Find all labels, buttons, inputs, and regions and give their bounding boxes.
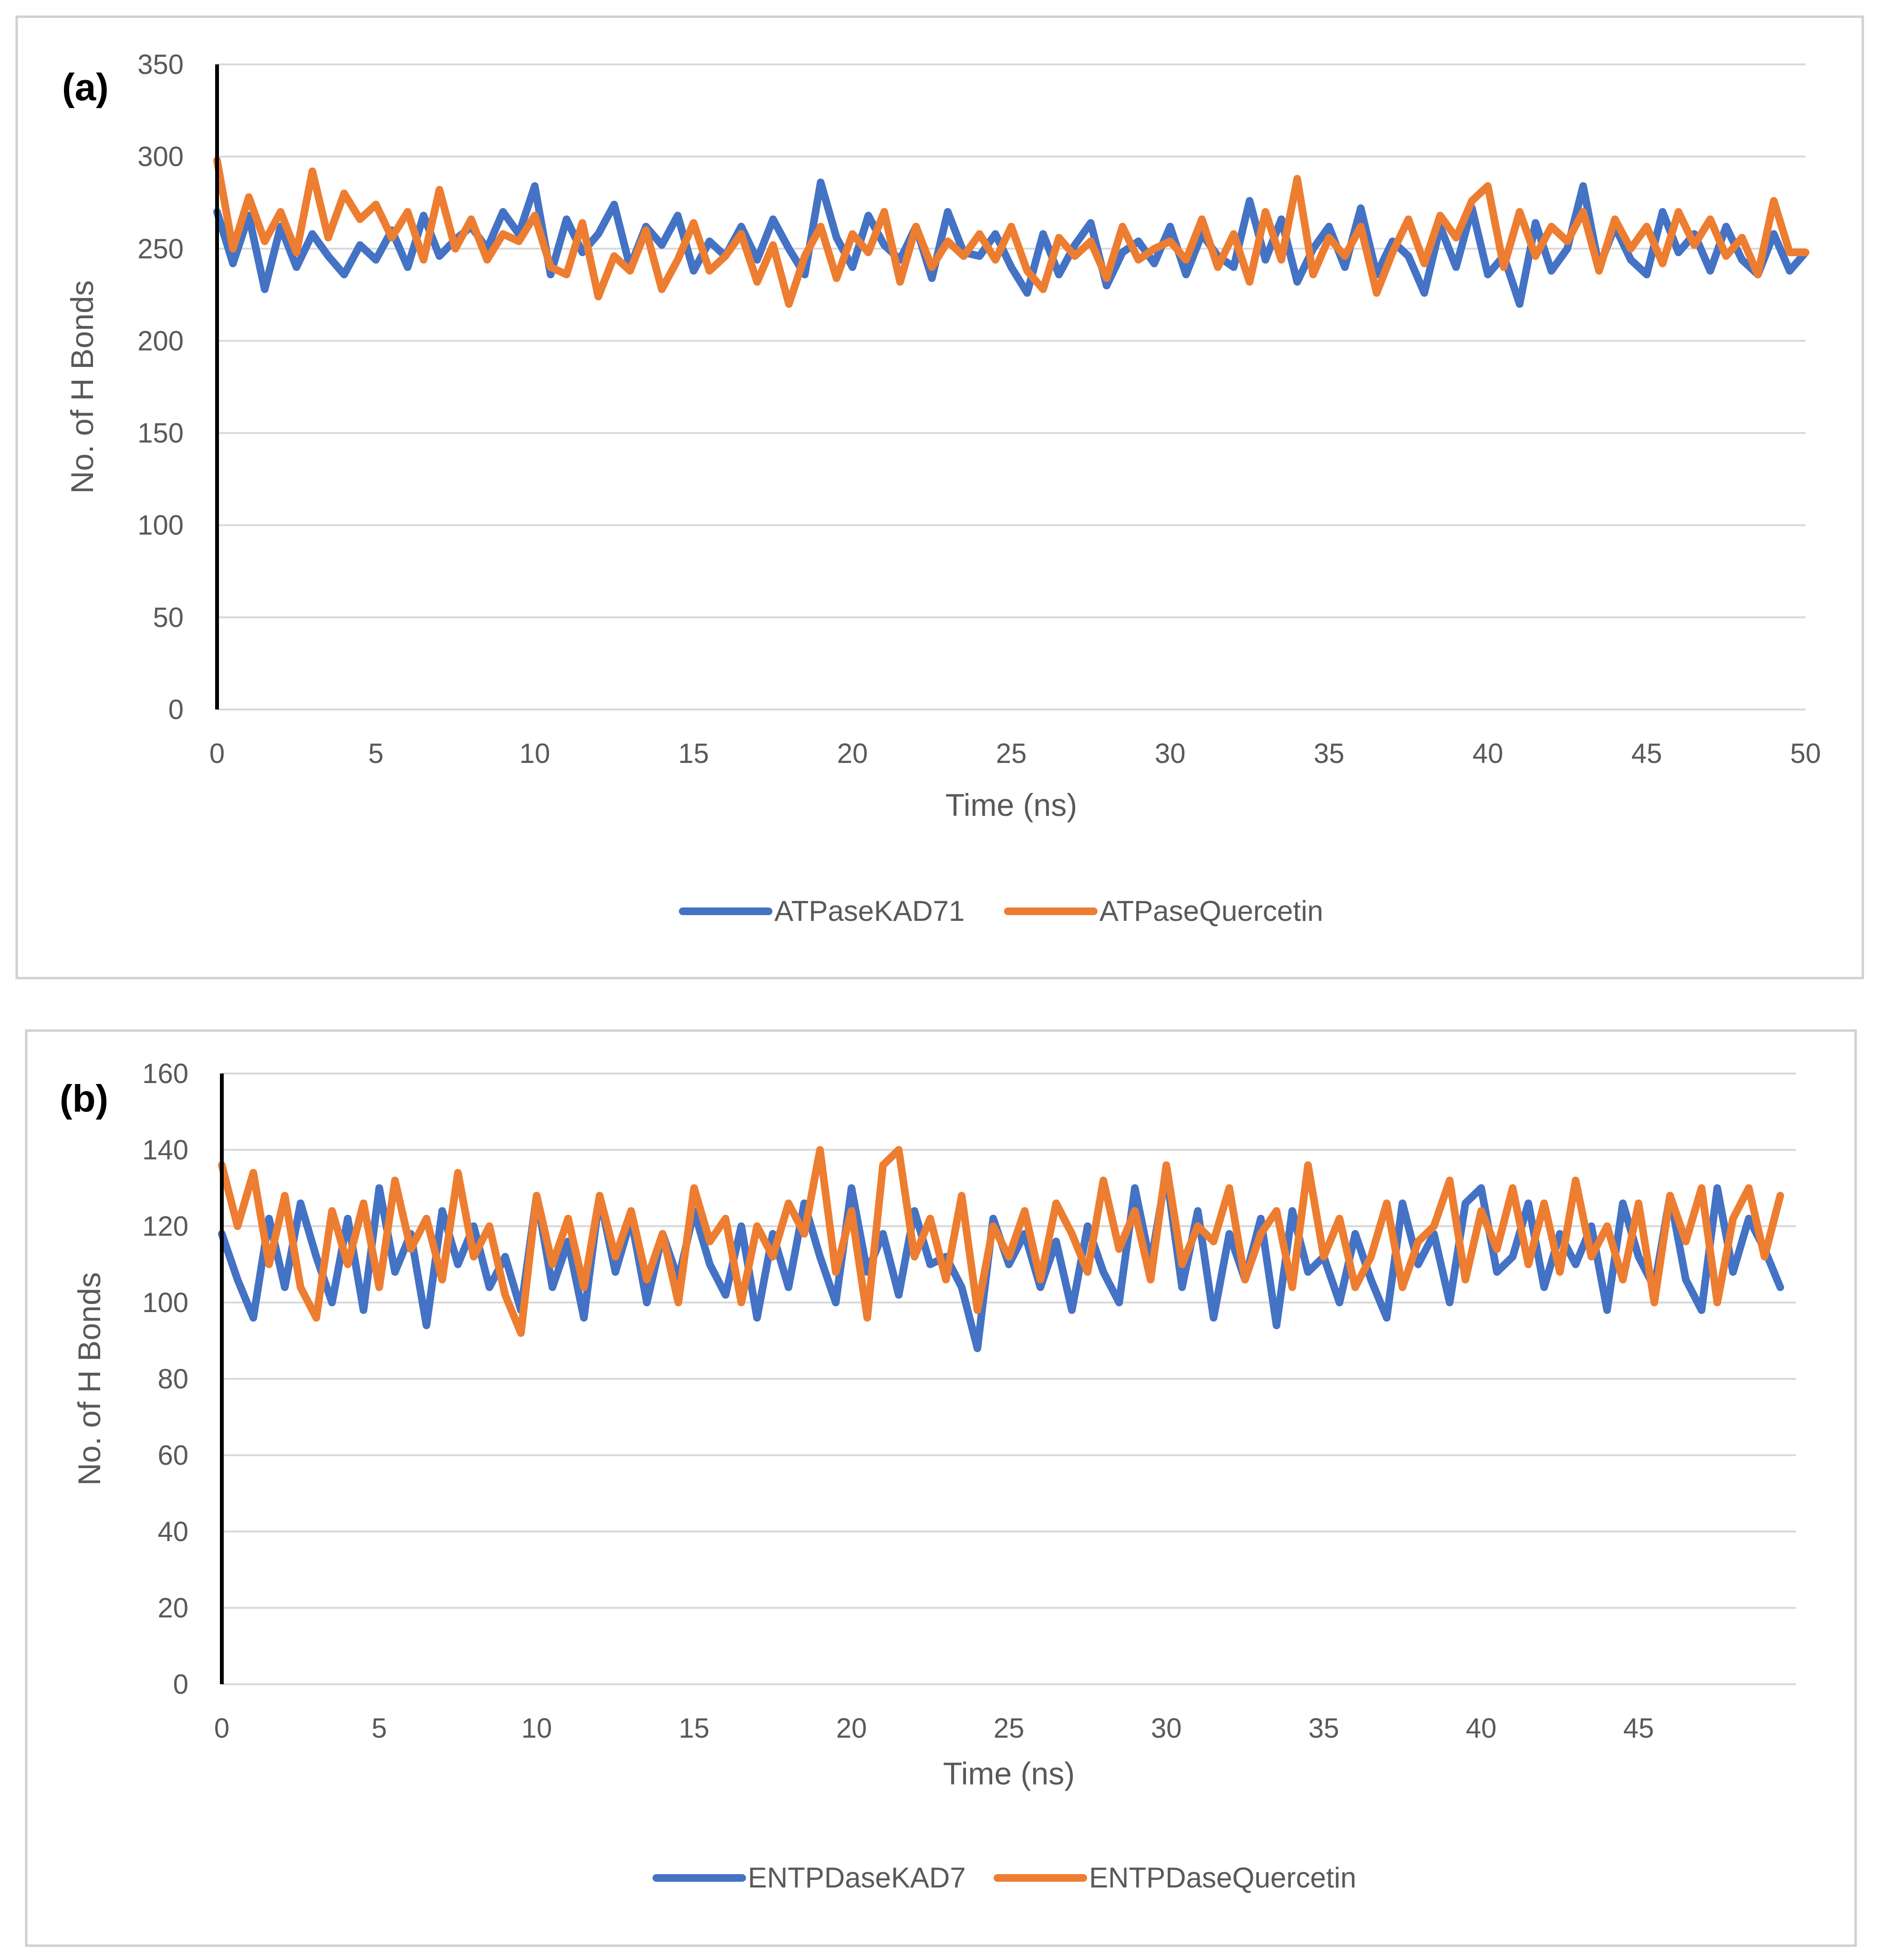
chart-a-legend-label-2: ATPaseQuercetin bbox=[1100, 895, 1323, 927]
chart-b-y-tick-label: 20 bbox=[157, 1593, 188, 1624]
chart-a-x-tick-label: 5 bbox=[368, 738, 384, 769]
chart-b-y-tick-label: 140 bbox=[142, 1135, 188, 1166]
chart-b-y-tick-label: 160 bbox=[142, 1058, 188, 1089]
chart-b-frame bbox=[25, 1029, 1857, 1947]
chart-a-x-tick-label: 0 bbox=[209, 738, 225, 769]
chart-a-x-tick-label: 20 bbox=[837, 738, 868, 769]
chart-b-panel-label: (b) bbox=[60, 1077, 108, 1120]
chart-b-series-line-2 bbox=[218, 1146, 1784, 1337]
chart-a-y-tick-label: 200 bbox=[137, 325, 184, 356]
chart-b-x-tick-label: 45 bbox=[1623, 1713, 1654, 1744]
chart-a-x-tick-label: 25 bbox=[996, 738, 1027, 769]
chart-b-y-tick-label: 80 bbox=[157, 1364, 188, 1395]
chart-b-y-tick-label: 60 bbox=[157, 1440, 188, 1471]
chart-a-svg: 0 50 100 150 200 250 300 350 0 5 10 15 20 25 30 35 40 45 5… bbox=[15, 15, 1864, 980]
chart-b-y-tick-label: 100 bbox=[142, 1287, 188, 1318]
chart-b-x-tick-label: 25 bbox=[994, 1713, 1025, 1744]
chart-a-series-line-2 bbox=[213, 156, 1809, 308]
chart-a-y-tick-label: 100 bbox=[137, 510, 184, 541]
chart-b-y-tick-label: 0 bbox=[173, 1669, 188, 1700]
chart-a-x-axis-title: Time (ns) bbox=[945, 787, 1077, 823]
chart-b-x-tick-label: 35 bbox=[1308, 1713, 1339, 1744]
chart-b-x-tick-label: 5 bbox=[372, 1713, 387, 1744]
chart-b-legend-label-2: ENTPDaseQuercetin bbox=[1089, 1862, 1356, 1894]
chart-a-x-tick-label: 30 bbox=[1155, 738, 1186, 769]
chart-b-x-tick-label: 10 bbox=[521, 1713, 552, 1744]
chart-a-x-tick-label: 35 bbox=[1314, 738, 1345, 769]
chart-a-y-tick-label: 250 bbox=[137, 233, 184, 264]
chart-b-y-axis-title: No. of H Bonds bbox=[72, 1272, 107, 1486]
chart-a-y-tick-label: 350 bbox=[137, 49, 184, 80]
chart-a-x-tick-label: 40 bbox=[1473, 738, 1504, 769]
chart-a-y-tick-label: 0 bbox=[168, 694, 184, 725]
chart-b-x-tick-label: 0 bbox=[214, 1713, 229, 1744]
chart-b-y-tick-label: 120 bbox=[142, 1211, 188, 1242]
chart-panel-b: 0 20 40 60 80 100 120 140 160 0 5 10 15 20 25 30 35 40 45 (… bbox=[0, 1016, 1879, 1960]
chart-b-x-tick-label: 20 bbox=[836, 1713, 867, 1744]
chart-a-frame bbox=[15, 15, 1864, 980]
chart-a-x-tick-label: 45 bbox=[1631, 738, 1662, 769]
chart-a-y-tick-label: 150 bbox=[137, 418, 184, 449]
chart-a-y-tick-label: 300 bbox=[137, 141, 184, 172]
chart-a-y-axis-title: No. of H Bonds bbox=[64, 280, 100, 494]
chart-a-y-tick-label: 50 bbox=[153, 602, 184, 633]
chart-b-svg: 0 20 40 60 80 100 120 140 160 0 5 10 15 20 25 30 35 40 45 (… bbox=[25, 1029, 1857, 1947]
chart-b-x-axis-title: Time (ns) bbox=[943, 1756, 1075, 1791]
chart-b-x-tick-label: 40 bbox=[1466, 1713, 1497, 1744]
chart-b-legend-label-1: ENTPDaseKAD7 bbox=[748, 1862, 966, 1894]
chart-a-x-tick-label: 15 bbox=[678, 738, 709, 769]
chart-a-x-tick-label: 50 bbox=[1790, 738, 1821, 769]
chart-panel-a: 0 50 100 150 200 250 300 350 0 5 10 15 20 25 30 35 40 45 5… bbox=[15, 15, 1864, 980]
chart-b-x-tick-label: 30 bbox=[1151, 1713, 1182, 1744]
chart-b-x-tick-label: 15 bbox=[679, 1713, 710, 1744]
chart-a-panel-label: (a) bbox=[62, 66, 109, 108]
chart-b-y-tick-label: 40 bbox=[157, 1516, 188, 1547]
chart-a-legend-label-1: ATPaseKAD71 bbox=[774, 895, 965, 927]
chart-a-x-tick-label: 10 bbox=[519, 738, 550, 769]
